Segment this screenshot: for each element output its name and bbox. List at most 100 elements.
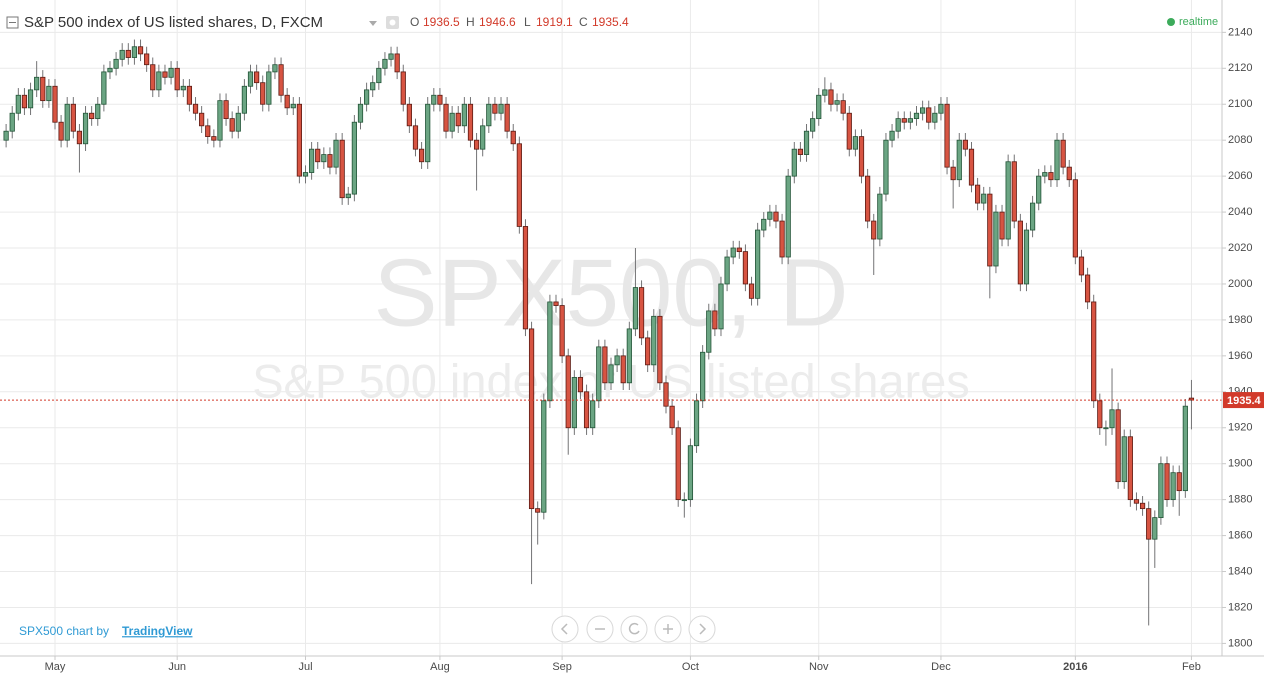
candle-body: [602, 346, 608, 384]
candle-body: [645, 337, 651, 366]
collapse-button[interactable]: [6, 16, 19, 29]
candle-body: [687, 445, 694, 501]
y-tick-label: 2000: [1228, 278, 1252, 290]
candle-body: [877, 193, 883, 240]
candle-body: [516, 143, 522, 227]
candle-body: [1017, 220, 1023, 285]
x-tick-label: 2016: [1063, 661, 1087, 673]
plus-icon: [663, 624, 673, 634]
candle-body: [76, 130, 83, 145]
candle-body: [449, 112, 455, 132]
scroll-right-button[interactable]: [688, 615, 716, 643]
x-tick-label: Sep: [552, 661, 572, 673]
candle-body: [406, 103, 412, 127]
candle-body: [64, 103, 70, 141]
x-tick-label: May: [45, 661, 66, 673]
candle-body: [993, 211, 999, 267]
candle-body: [1139, 502, 1146, 510]
candle-body: [706, 310, 712, 353]
candle-body: [95, 103, 101, 120]
candle-body: [327, 154, 333, 168]
candle-body: [1011, 161, 1017, 222]
candle-body: [186, 85, 193, 105]
candle-body: [913, 112, 920, 120]
ohlc-value: 1946.6: [479, 15, 516, 29]
navigation-icons: [560, 622, 707, 635]
candle-body: [895, 118, 901, 132]
left-icon: [560, 623, 568, 635]
candle-body: [70, 103, 76, 132]
candle-body: [1164, 463, 1170, 501]
candle-body: [926, 107, 932, 123]
candle-body: [1182, 405, 1188, 492]
candle-body: [388, 53, 394, 60]
candle-body: [9, 112, 15, 132]
candle-body: [938, 103, 944, 114]
candle-body: [107, 67, 113, 73]
candle-body: [229, 118, 235, 132]
y-tick-label: 2080: [1228, 134, 1252, 146]
candle-body: [278, 64, 284, 96]
candle-body: [865, 175, 871, 222]
candle-body: [987, 193, 993, 267]
candle-body: [681, 499, 687, 502]
candle-body: [755, 229, 761, 299]
candle-body: [1054, 139, 1060, 181]
candle-body: [1029, 202, 1036, 231]
ohlc-label: L: [524, 15, 531, 29]
candle-body: [144, 53, 150, 66]
ohlc-value: 1935.4: [592, 15, 629, 29]
symbol-dropdown[interactable]: [369, 21, 377, 26]
candle-body: [1066, 166, 1072, 181]
candle-body: [883, 139, 889, 195]
candle-body: [254, 71, 260, 84]
candle-body: [553, 301, 559, 306]
y-tick-label: 2120: [1228, 62, 1252, 74]
candle-body: [675, 427, 681, 501]
candle-body: [871, 220, 877, 240]
candle-body: [1097, 400, 1103, 429]
candle-body: [797, 148, 804, 155]
candle-body: [498, 103, 504, 114]
credit-link[interactable]: TradingView: [122, 624, 193, 638]
candle-body: [357, 103, 364, 123]
candle-body: [504, 103, 510, 132]
candle-body: [296, 103, 302, 177]
candle-body: [962, 139, 968, 150]
candle-body: [547, 301, 553, 402]
realtime-status: realtime: [1179, 16, 1218, 28]
chart-title[interactable]: S&P 500 index of US listed shares, D, FX…: [24, 14, 323, 31]
candle-body: [82, 112, 89, 145]
y-tick-label: 1960: [1228, 350, 1252, 362]
candle-body: [1048, 172, 1054, 181]
x-tick-label: Aug: [430, 661, 450, 673]
candle-body: [724, 256, 730, 285]
candle-body: [235, 112, 241, 132]
x-tick-label: Nov: [809, 661, 829, 673]
scroll-left-button[interactable]: [551, 615, 579, 643]
candle-body: [46, 85, 52, 102]
candle-body: [199, 112, 205, 127]
candle-body: [577, 377, 584, 393]
y-tick-label: 2040: [1228, 206, 1252, 218]
candle-body: [693, 400, 700, 447]
candle-body: [626, 328, 632, 384]
settings-icon: [389, 19, 396, 26]
candle-body: [620, 355, 626, 384]
candle-body: [113, 58, 119, 69]
candle-body: [131, 46, 138, 58]
y-tick-label: 1880: [1228, 494, 1252, 506]
y-tick-label: 1920: [1228, 422, 1252, 434]
x-tick-label: Jun: [168, 661, 186, 673]
candle-body: [52, 85, 58, 123]
candle-body: [822, 89, 828, 96]
candle-body: [1115, 409, 1121, 483]
candle-body: [608, 364, 614, 384]
candle-body: [840, 100, 846, 114]
candle-body: [1091, 301, 1097, 402]
candle-body: [1042, 172, 1048, 177]
candle-body: [345, 193, 351, 199]
reset-button[interactable]: [620, 615, 648, 643]
